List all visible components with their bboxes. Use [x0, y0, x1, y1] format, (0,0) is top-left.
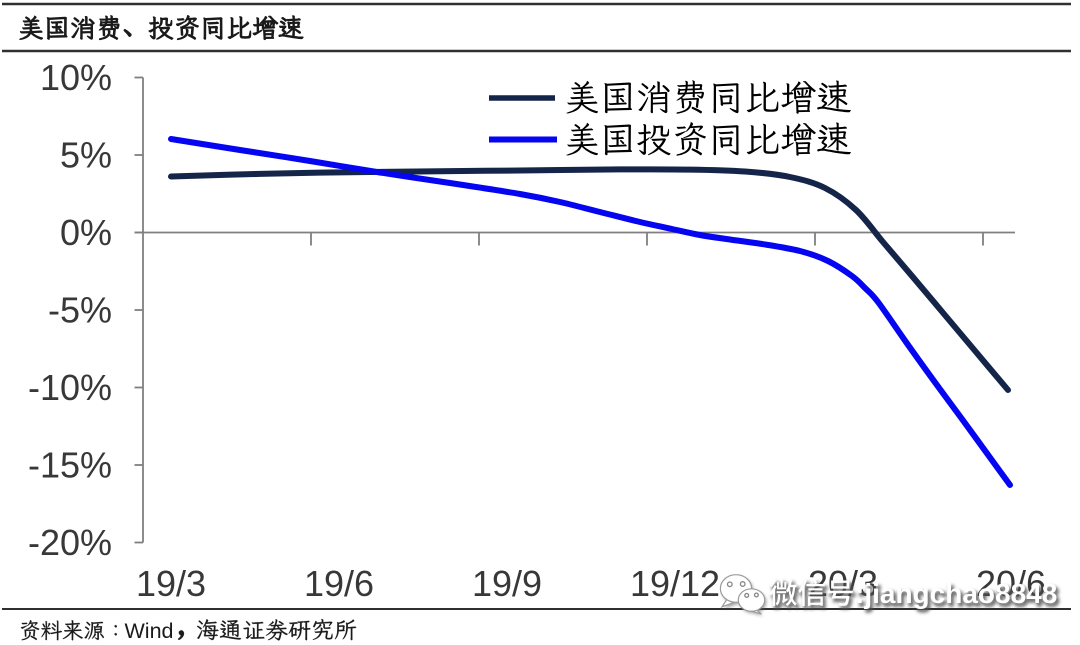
svg-text:5%: 5% [60, 134, 112, 175]
svg-text:19/9: 19/9 [472, 563, 542, 604]
svg-text:-10%: -10% [28, 367, 112, 408]
svg-text:-15%: -15% [28, 444, 112, 485]
svg-text:10%: 10% [40, 57, 112, 98]
svg-text:-20%: -20% [28, 522, 112, 563]
svg-text:19/3: 19/3 [136, 563, 206, 604]
svg-text:0%: 0% [60, 212, 112, 253]
svg-text::jiangchao8848: :jiangchao8848 [857, 581, 1059, 612]
svg-text:19/6: 19/6 [304, 563, 374, 604]
svg-text:Wind: Wind [125, 619, 174, 643]
svg-text:19/12: 19/12 [630, 563, 720, 604]
svg-text:-5%: -5% [48, 289, 112, 330]
svg-text::jiangchao8848: :jiangchao8848 [855, 578, 1057, 609]
svg-text:20/6: 20/6 [976, 563, 1046, 604]
